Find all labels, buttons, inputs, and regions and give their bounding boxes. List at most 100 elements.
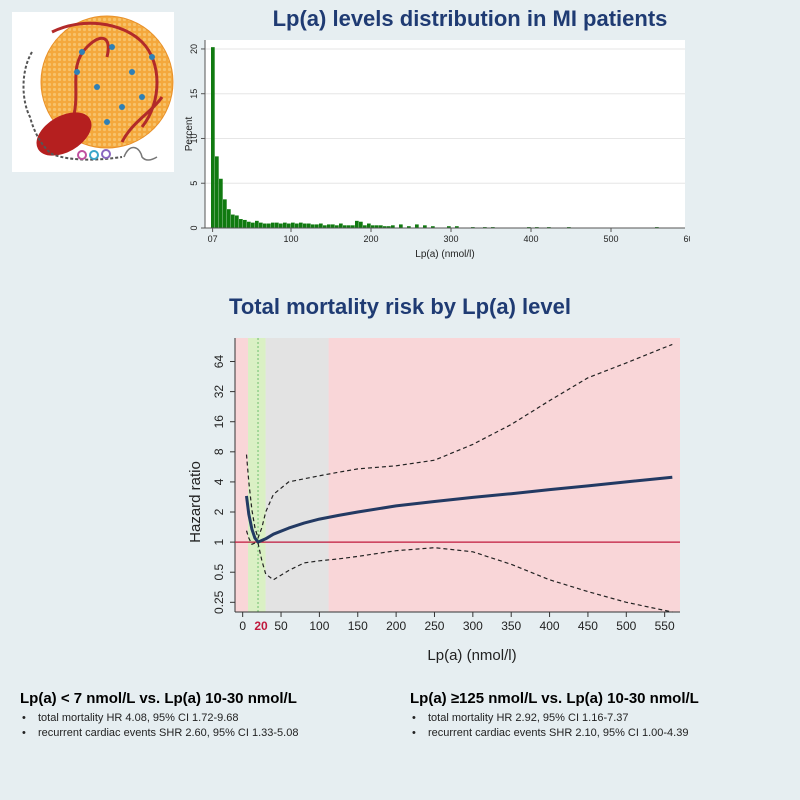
histogram-chart: 0 5 10 15 20 07 100 200 300 400 500 600 Lp(a) (nmol… <box>184 40 690 260</box>
hazard-y-tick-label: 1 <box>212 538 226 545</box>
histogram-bar <box>423 225 427 228</box>
histogram-x-tick-label: 100 <box>283 234 298 244</box>
histogram-bar <box>311 224 315 228</box>
histogram-bar <box>327 224 331 228</box>
histogram-bar <box>363 225 367 228</box>
histogram-bar <box>455 226 459 228</box>
histogram-bar <box>343 225 347 228</box>
hazard-x-tick-label: 450 <box>578 619 598 633</box>
histogram-bar <box>371 225 375 228</box>
histogram-bar <box>287 223 291 228</box>
histogram-bar <box>367 223 371 228</box>
hazard-region <box>248 338 266 612</box>
hazard-x-tick-label: 350 <box>501 619 521 633</box>
findings-heading: Lp(a) ≥125 nmol/L vs. Lp(a) 10-30 nmol/L <box>410 690 699 707</box>
histogram-bar <box>239 219 243 228</box>
histogram-y-tick-label: 0 <box>189 225 199 230</box>
histogram-bar <box>331 224 335 228</box>
histogram-y-tick-label: 15 <box>189 89 199 99</box>
histogram-bar <box>447 226 451 228</box>
hazard-x-tick-label: 400 <box>540 619 560 633</box>
histogram-bar <box>399 224 403 228</box>
histogram-bar <box>251 222 255 228</box>
hazard-x-tick-label: 500 <box>616 619 636 633</box>
histogram-bar <box>255 220 259 228</box>
hazard-y-axis-label: Hazard ratio <box>187 461 204 543</box>
findings-bullet: recurrent cardiac events SHR 2.10, 95% C… <box>410 726 790 741</box>
hazard-x-tick-label: 100 <box>309 619 329 633</box>
histogram-x-axis-label: Lp(a) (nmol/l) <box>415 249 474 260</box>
histogram-bar <box>291 222 295 228</box>
histogram-x-tick-label: 400 <box>523 234 538 244</box>
histogram-bar <box>431 226 435 228</box>
histogram-bar <box>215 156 219 228</box>
findings-bullet: total mortality HR 2.92, 95% CI 1.16-7.3… <box>410 711 790 726</box>
hazard-region <box>328 338 680 612</box>
histogram-bar <box>259 222 263 228</box>
histogram-bar <box>267 223 271 228</box>
histogram-bar <box>235 215 239 228</box>
histogram-bar <box>347 225 351 228</box>
histogram-bar <box>247 221 251 228</box>
histogram-x-tick-label: 600 <box>683 234 690 244</box>
hazard-estimate-line <box>245 475 673 544</box>
histogram-y-tick-label: 5 <box>189 181 199 186</box>
histogram-bar <box>275 222 279 228</box>
histogram-bar <box>319 223 323 228</box>
hazard-ratio-chart: 0.25 0.5 1 2 4 8 16 32 64 0 50 100 150 200 250 300 350 40… <box>187 338 680 664</box>
findings-bullet: total mortality HR 4.08, 95% CI 1.72-9.6… <box>20 711 400 726</box>
histogram-bar <box>315 224 319 228</box>
histogram-bar <box>263 223 267 228</box>
histogram-bar <box>355 220 359 228</box>
histogram-bar <box>303 223 307 228</box>
hazard-x-tick-label: 550 <box>655 619 675 633</box>
hazard-x-tick-label: 200 <box>386 619 406 633</box>
histogram-bar <box>407 226 411 228</box>
hazard-y-tick-label: 32 <box>212 385 226 399</box>
histogram-y-tick-label: 20 <box>189 44 199 54</box>
hazard-y-tick-label: 0.5 <box>212 564 226 581</box>
histogram-bar <box>219 178 223 228</box>
hazard-x-tick-label: 250 <box>424 619 444 633</box>
histogram-x-tick-label: 500 <box>603 234 618 244</box>
histogram-bar <box>379 225 383 228</box>
histogram-bar <box>359 221 363 228</box>
histogram-x-tick-label: 200 <box>363 234 378 244</box>
histogram-bar <box>307 223 311 228</box>
hazard-x-tick-label: 0 <box>239 619 246 633</box>
histogram-title: Lp(a) levels distribution in MI patients <box>272 6 668 31</box>
hazard-y-tick-label: 2 <box>212 508 226 515</box>
histogram-y-axis-label: Percent <box>184 117 195 152</box>
hazard-y-tick-label: 8 <box>212 448 226 455</box>
histogram-bar <box>375 225 379 228</box>
histogram-bar <box>351 225 355 228</box>
histogram-x-tick-label: 300 <box>443 234 458 244</box>
hazard-x-tick-label: 300 <box>463 619 483 633</box>
hazard-x-tick-label: 150 <box>348 619 368 633</box>
hazard-y-tick-label: 4 <box>212 478 226 485</box>
histogram-x-tick-label: 07 <box>208 234 218 244</box>
histogram-bar <box>383 226 387 228</box>
hazard-y-tick-label: 16 <box>212 415 226 429</box>
histogram-bar <box>211 47 215 229</box>
histogram-bar <box>223 199 227 228</box>
hazard-y-tick-label: 0.25 <box>212 590 226 614</box>
findings-high-lpa: Lp(a) ≥125 nmol/L vs. Lp(a) 10-30 nmol/L… <box>410 690 790 741</box>
histogram-bar <box>339 223 343 228</box>
lipoprotein-a-particle-icon <box>22 15 174 161</box>
histogram-bar <box>391 225 395 228</box>
histogram-bar <box>279 223 283 228</box>
histogram-bar <box>323 225 327 228</box>
hazard-x-highlight-tick-label: 20 <box>254 619 268 633</box>
histogram-bar <box>295 223 299 228</box>
histogram-bar <box>231 214 235 228</box>
upper-ci-line <box>245 343 673 539</box>
histogram-plot-area <box>205 40 685 228</box>
histogram-bar <box>283 222 287 228</box>
lower-ci-line <box>245 530 673 613</box>
histogram-bar <box>387 226 391 228</box>
hazard-region <box>235 338 249 612</box>
histogram-bar <box>227 209 231 228</box>
hazard-region <box>265 338 329 612</box>
hazard-x-tick-label: 50 <box>274 619 288 633</box>
